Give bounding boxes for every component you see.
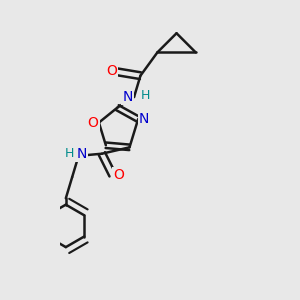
Text: N: N	[139, 112, 149, 126]
Text: N: N	[76, 147, 87, 161]
Text: H: H	[64, 147, 74, 160]
Text: O: O	[106, 64, 117, 78]
Text: H: H	[141, 89, 150, 102]
Text: O: O	[88, 116, 98, 130]
Text: O: O	[113, 168, 124, 182]
Text: N: N	[122, 90, 133, 104]
